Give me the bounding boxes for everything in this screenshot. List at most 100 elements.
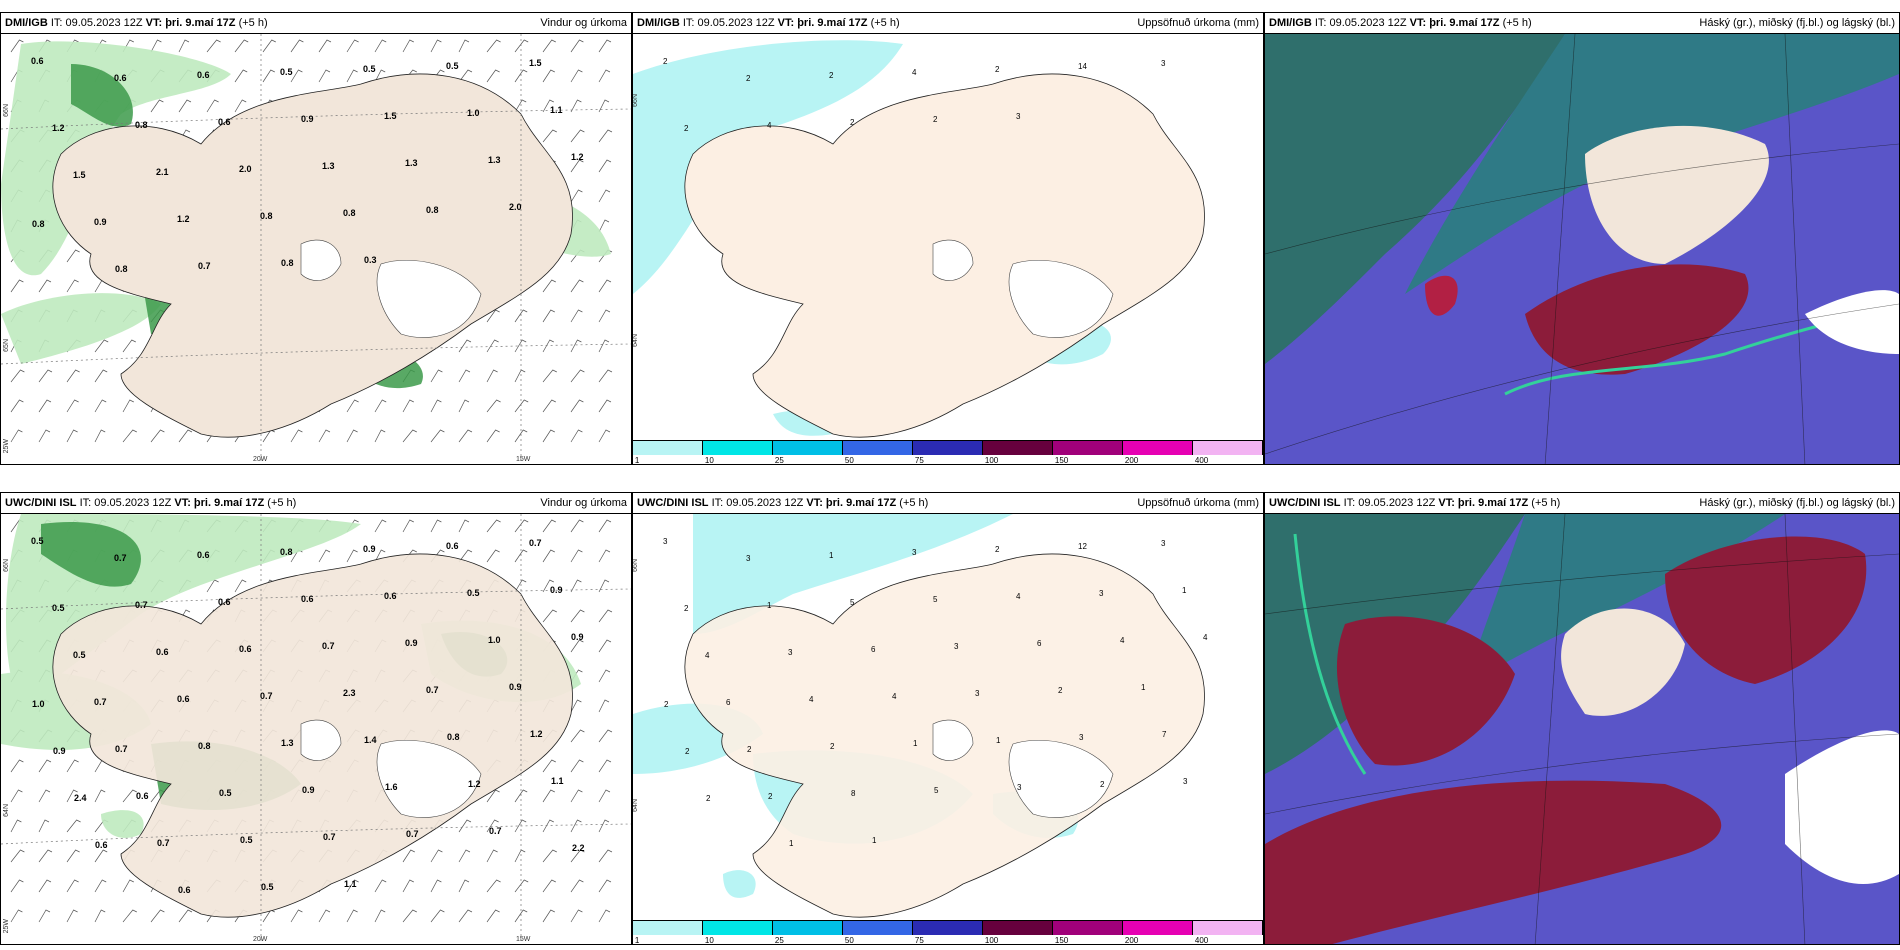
valid-time: VT: þri. 9.maí 17Z: [145, 17, 236, 29]
wind-barb-icon: [598, 219, 610, 233]
precip-value-label: 0.5: [280, 67, 293, 77]
precip-value-label: 0.6: [177, 694, 190, 704]
precip-value-label: 3: [1099, 589, 1104, 598]
wind-barb-icon: [598, 639, 612, 653]
precip-value-label: 5: [934, 786, 939, 795]
precip-value-label: 1.2: [52, 123, 65, 133]
wind-barb-icon: [150, 429, 165, 443]
precip-value-label: 2: [746, 74, 751, 83]
panel-title: Uppsöfnuð úrkoma (mm): [1137, 497, 1259, 509]
colorbar-swatch: [773, 921, 843, 935]
wind-barb-icon: [514, 549, 528, 563]
precip-value-label: 0.7: [322, 641, 335, 651]
lon-label: 25W: [3, 439, 10, 454]
lat-label: 66N: [632, 559, 639, 572]
precip-value-label: 7: [1162, 730, 1167, 739]
panel-header: DMI/IGB IT: 09.05.2023 12Z VT: þri. 9.ma…: [1, 13, 631, 33]
glacier: [1008, 259, 1114, 338]
precip-value-label: 0.6: [218, 597, 231, 607]
wind-barb-icon: [430, 879, 442, 893]
precip-value-label: 0.5: [31, 536, 44, 546]
wind-barb-icon: [542, 879, 556, 893]
wind-barb-icon: [570, 699, 582, 713]
wind-barb-icon: [458, 849, 471, 863]
wind-barb-icon: [598, 579, 610, 593]
precip-value-label: 0.7: [114, 553, 127, 563]
wind-barb-icon: [458, 399, 470, 413]
wind-barb-icon: [486, 819, 499, 833]
wind-barb-icon: [122, 879, 134, 893]
wind-barb-icon: [374, 909, 386, 923]
wind-barb-icon: [290, 429, 303, 443]
precip-value-label: 1: [1141, 683, 1146, 692]
wind-barb-icon: [206, 99, 219, 113]
lon-label: 15W: [516, 456, 531, 463]
clear-land: [1561, 608, 1685, 716]
precip-value-label: 1.1: [550, 105, 563, 115]
wind-barb-icon: [570, 519, 584, 533]
wind-barb-icon: [486, 69, 500, 83]
lat-label: 64N: [3, 804, 10, 817]
wind-barb-icon: [346, 909, 358, 923]
precip-value-label: 12: [1078, 542, 1087, 551]
map-area: 2 2 2 4 2 14 3 2 4 2 2 3 66N 64N: [633, 33, 1263, 442]
wind-barb-icon: [570, 849, 585, 863]
wind-barb-icon: [542, 519, 556, 533]
wind-barb-icon: [318, 429, 331, 443]
precip-value-label: 0.6: [156, 647, 169, 657]
wind-barb-icon: [542, 909, 555, 923]
colorbar-label: 50: [844, 456, 854, 465]
lon-label: 20W: [253, 456, 268, 463]
init-time: IT: 09.05.2023 12Z: [711, 497, 804, 509]
glacier: [932, 719, 974, 761]
precip-value-label: 0.7: [260, 691, 273, 701]
wind-barb-icon: [514, 339, 527, 353]
wind-barb-icon: [598, 399, 612, 413]
wind-barb-icon: [542, 369, 557, 383]
colorbar-swatch: [1193, 921, 1263, 935]
panel-title: Vindur og úrkoma: [540, 497, 627, 509]
precip-value-label: 3: [663, 537, 668, 546]
wind-barb-icon: [374, 39, 387, 53]
precip-value-label: 1.2: [468, 779, 481, 789]
wind-barb-icon: [514, 309, 528, 323]
precip-value-label: 3: [1183, 777, 1188, 786]
accum-precip-map: 33 1 3 2 12 32 1 5 5 4 3 14 3 6 3 6 4 46 4 4 3 2 122 2 1 1 3 722 8 5 3…: [633, 514, 1208, 918]
colorbar-label: 75: [914, 936, 924, 945]
wind-barb-icon: [542, 399, 556, 413]
colorbar-swatch: [983, 921, 1053, 935]
wind-barb-icon: [486, 549, 500, 563]
wind-barb-icon: [570, 879, 584, 893]
precip-value-label: 0.7: [529, 538, 542, 548]
precip-value-label: 0.8: [447, 732, 460, 742]
precip-value-label: 1.3: [281, 738, 294, 748]
valid-time: VT: þri. 9.maí 17Z: [1409, 17, 1500, 29]
precip-value-label: 2: [1100, 780, 1105, 789]
wind-barb-icon: [542, 69, 555, 83]
lead-time: (+5 h): [1502, 17, 1532, 29]
wind-barb-icon: [318, 39, 332, 53]
wind-barb-icon: [570, 789, 583, 803]
wind-barb-icon: [542, 39, 556, 53]
panel-title: Uppsöfnuð úrkoma (mm): [1137, 17, 1259, 29]
model-name: UWC/DINI ISL: [5, 497, 77, 509]
precip-value-label: 6: [726, 698, 731, 707]
precip-value-label: 1.5: [73, 170, 86, 180]
wind-barb-icon: [150, 909, 165, 923]
colorbar-label: 100: [984, 456, 999, 465]
colorbar-label: 150: [1054, 936, 1069, 945]
precip-value-label: 0.6: [197, 70, 210, 80]
panel-dmi-wind-precip: DMI/IGB IT: 09.05.2023 12Z VT: þri. 9.ma…: [0, 12, 632, 465]
precip-value-label: 1: [767, 601, 772, 610]
lat-label: 66N: [632, 94, 639, 107]
wind-barb-icon: [598, 129, 613, 143]
wind-barb-icon: [598, 909, 611, 923]
model-name: DMI/IGB: [5, 17, 48, 29]
precip-value-label: 3: [975, 689, 980, 698]
precip-values: 0.6 0.6 0.6 0.5 0.5 0.5 1.5 1.2 0.8 0.6 0.9 1.5 1.0 1…: [31, 56, 584, 274]
precip-value-label: 4: [1203, 633, 1208, 642]
wind-barb-icon: [542, 429, 555, 443]
clear-sky: [1805, 290, 1899, 354]
wind-barb-icon: [122, 789, 137, 803]
precip-value-label: 1.2: [530, 729, 543, 739]
